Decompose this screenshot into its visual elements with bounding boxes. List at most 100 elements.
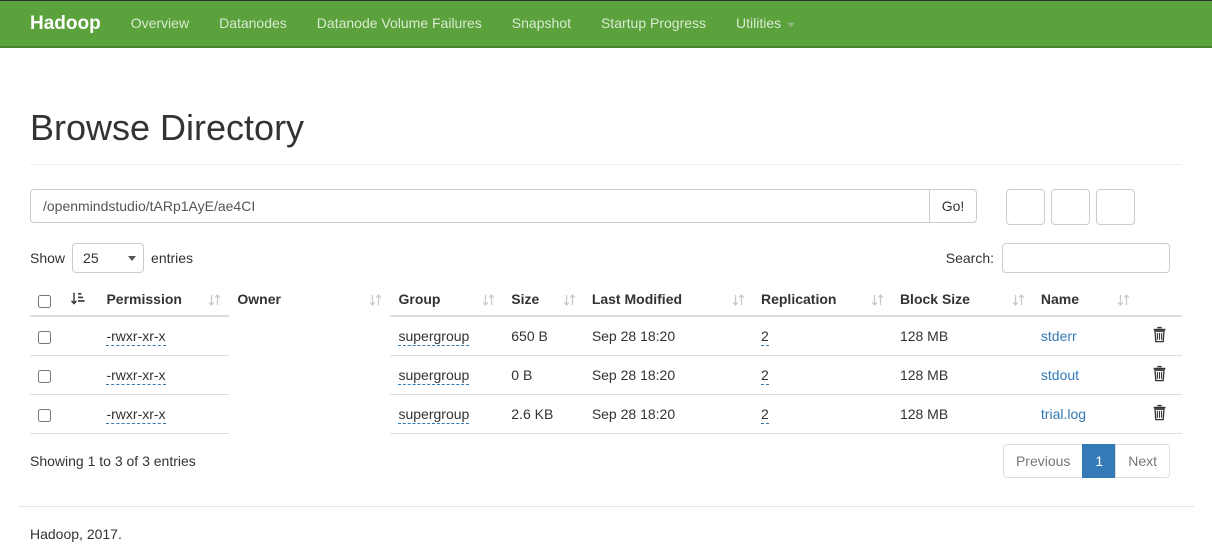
search-box: Search:	[946, 243, 1170, 273]
trash-icon	[1152, 365, 1167, 385]
group-editable-value[interactable]: supergroup	[398, 406, 470, 424]
pagination-previous[interactable]: Previous	[1002, 444, 1084, 478]
column-header-permission[interactable]: Permission	[98, 285, 230, 317]
table-row: -rwxr-xr-x supergroup 650 B Sep 28 18:20 2 12…	[30, 316, 1182, 356]
sort-icon	[871, 293, 884, 309]
path-bar: Go!	[30, 189, 1182, 225]
column-header-trash	[1137, 285, 1182, 317]
directory-table: Permission Owner Group Size Last Modified Rep…	[30, 285, 1182, 434]
permission-editable-value[interactable]: -rwxr-xr-x	[106, 406, 166, 424]
search-label: Search:	[945, 250, 994, 266]
group-editable-value[interactable]: supergroup	[398, 328, 470, 346]
caret-down-icon	[786, 1, 796, 46]
footer-text: Hadoop, 2017.	[30, 526, 122, 542]
file-name-link[interactable]: stderr	[1040, 328, 1077, 344]
column-label: Block Size	[899, 291, 970, 307]
spacer-cell	[62, 355, 99, 395]
size-cell: 0 B	[503, 355, 584, 395]
column-label: Size	[511, 291, 540, 307]
trash-icon	[1152, 404, 1167, 424]
nav-item-utilities[interactable]: Utilities	[721, 1, 811, 46]
column-header-size[interactable]: Size	[503, 285, 584, 317]
table-controls: Show 25 entries Search:	[30, 243, 1170, 273]
sort-icon	[482, 293, 495, 309]
last_modified-cell: Sep 28 18:20	[583, 394, 753, 434]
path-input-group: Go!	[30, 189, 977, 223]
owner-cell	[229, 316, 390, 356]
replication-editable-value[interactable]: 2	[760, 367, 769, 385]
column-label: Group	[398, 291, 441, 307]
go-button[interactable]: Go!	[929, 189, 977, 223]
pagination: Previous 1 Next	[1002, 444, 1170, 478]
block_size-cell: 128 MB	[891, 394, 1033, 434]
owner-cell	[229, 395, 390, 434]
row-select-checkbox[interactable]	[38, 330, 51, 344]
size-cell: 650 B	[503, 316, 584, 356]
page-size-select-wrap: 25	[72, 243, 145, 273]
column-header-name[interactable]: Name	[1032, 285, 1138, 317]
file-name-link[interactable]: trial.log	[1040, 406, 1087, 422]
column-header-last_modified[interactable]: Last Modified	[583, 285, 753, 317]
select-all-checkbox[interactable]	[38, 294, 51, 308]
column-header-owner[interactable]: Owner	[229, 285, 390, 316]
permission-editable-value[interactable]: -rwxr-xr-x	[106, 367, 166, 385]
footer-divider	[18, 506, 1194, 507]
block_size-cell: 128 MB	[891, 316, 1033, 356]
nav-list: Overview Datanodes Datanode Volume Failure…	[116, 1, 811, 46]
table-header-row: Permission Owner Group Size Last Modified Rep…	[30, 285, 1182, 317]
nav-item-datanodes[interactable]: Datanodes	[219, 15, 287, 31]
pagination-next[interactable]: Next	[1115, 444, 1170, 478]
column-header-block_size[interactable]: Block Size	[891, 285, 1033, 317]
column-label: Name	[1040, 291, 1080, 307]
sort-icon	[369, 293, 382, 309]
page-size-select[interactable]: 25	[72, 243, 145, 273]
entries-label: entries	[151, 250, 194, 266]
column-label: Last Modified	[591, 291, 683, 307]
nav-item-snapshot[interactable]: Snapshot	[511, 15, 571, 31]
replication-editable-value[interactable]: 2	[760, 406, 769, 424]
group-editable-value[interactable]: supergroup	[398, 367, 470, 385]
cut-paste-button[interactable]	[1096, 189, 1135, 225]
column-header-replication[interactable]: Replication	[752, 285, 892, 317]
last_modified-cell: Sep 28 18:20	[583, 316, 753, 356]
column-label: Replication	[760, 291, 837, 307]
column-label: Owner	[237, 291, 281, 307]
pagination-page-1[interactable]: 1	[1082, 444, 1117, 478]
column-header-group[interactable]: Group	[390, 285, 504, 317]
search-input[interactable]	[1002, 243, 1170, 273]
page-title: Browse Directory	[30, 107, 305, 148]
nav-item-datanode-volume-failures[interactable]: Datanode Volume Failures	[316, 15, 482, 31]
entries-summary: Showing 1 to 3 of 3 entries	[30, 453, 196, 469]
file-name-link[interactable]: stdout	[1040, 367, 1080, 383]
row-select-checkbox[interactable]	[38, 369, 51, 383]
permission-editable-value[interactable]: -rwxr-xr-x	[106, 328, 166, 346]
toolbar-buttons	[1006, 189, 1141, 225]
row-select-checkbox[interactable]	[38, 408, 51, 422]
sort-icon	[563, 293, 576, 309]
delete-file-button[interactable]	[1152, 326, 1167, 346]
upload-file-button[interactable]	[1051, 189, 1090, 225]
delete-file-button[interactable]	[1152, 365, 1167, 385]
delete-file-button[interactable]	[1152, 404, 1167, 424]
sort-icon	[1117, 293, 1130, 309]
column-header-sorted[interactable]	[62, 285, 99, 317]
sort-icon	[1012, 293, 1025, 309]
block_size-cell: 128 MB	[891, 355, 1033, 395]
nav-item-overview[interactable]: Overview	[130, 15, 190, 31]
show-label: Show	[30, 250, 66, 266]
page-header: Browse Directory	[30, 108, 1182, 165]
table-row: -rwxr-xr-x supergroup 0 B Sep 28 18:20 2 128 …	[30, 355, 1182, 395]
directory-path-input[interactable]	[30, 189, 930, 223]
table-row: -rwxr-xr-x supergroup 2.6 KB Sep 28 18:20 2 1…	[30, 394, 1182, 434]
create-directory-button[interactable]	[1006, 189, 1045, 225]
column-header-checkbox[interactable]	[30, 285, 63, 317]
last_modified-cell: Sep 28 18:20	[583, 355, 753, 395]
column-label: Permission	[106, 291, 182, 307]
spacer-cell	[62, 394, 99, 434]
table-footer: Showing 1 to 3 of 3 entries Previous 1 N…	[30, 444, 1170, 478]
sort-by-attributes-icon	[70, 292, 85, 308]
replication-editable-value[interactable]: 2	[760, 328, 769, 346]
nav-item-startup-progress[interactable]: Startup Progress	[600, 15, 707, 31]
trash-icon	[1152, 326, 1167, 346]
brand-hadoop[interactable]: Hadoop	[30, 13, 101, 34]
